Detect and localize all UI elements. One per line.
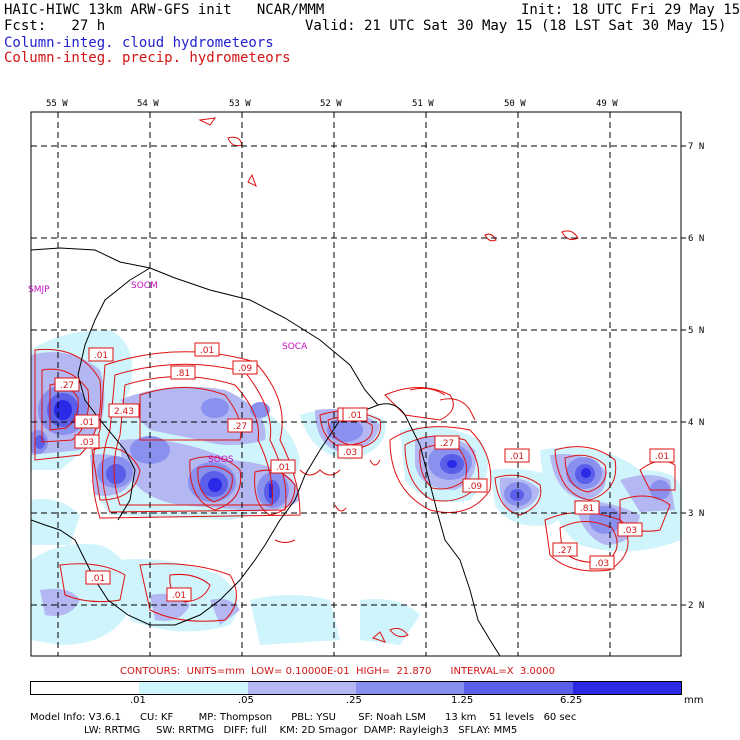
- lat-label: 3 N: [688, 509, 704, 519]
- precip-contours: [34, 117, 676, 643]
- colorbar-bin: [572, 682, 681, 694]
- contour-label-box: [462, 478, 488, 493]
- station-labels: SMJP SOCM SOCA SOOS: [28, 281, 308, 465]
- contour-label: .01: [510, 452, 524, 462]
- contour-label-box: [232, 360, 258, 375]
- colorbar-tick: .05: [238, 695, 254, 706]
- contour-label: .27: [233, 422, 247, 432]
- contour-label-box: [74, 414, 100, 429]
- contour-label-box: [54, 377, 80, 392]
- lon-label: 49 W: [596, 99, 618, 109]
- contour-label: .03: [343, 448, 357, 458]
- lat-label: 7 N: [688, 142, 704, 152]
- station-soca: SOCA: [282, 342, 308, 352]
- contour-label-box: [504, 448, 530, 463]
- lat-label: 2 N: [688, 601, 704, 611]
- model-info-line2: LW: RRTMG SW: RRTMG DIFF: full KM: 2D Sm…: [30, 725, 518, 736]
- map-frame: [30, 111, 682, 657]
- contour-label-box: [85, 570, 111, 585]
- contour-label-box: [194, 342, 220, 357]
- colorbar-tick: .01: [130, 695, 146, 706]
- contour-label-box: [74, 434, 100, 449]
- colorbar-tick: 6.25: [560, 695, 583, 706]
- contour-label: .27: [60, 381, 74, 391]
- colorbar-bin: [355, 682, 465, 694]
- colorbar-tick: 1.25: [451, 695, 474, 706]
- contour-label: .09: [468, 482, 483, 492]
- station-socm: SOCM: [131, 281, 158, 291]
- shading-layer: [31, 330, 681, 645]
- contour-label: .01: [200, 346, 214, 356]
- lat-label: 4 N: [688, 418, 704, 428]
- lat-ticks: [681, 145, 686, 606]
- contour-label: .81: [176, 369, 190, 379]
- contour-label: .03: [80, 438, 94, 448]
- station-smjp: SMJP: [28, 285, 50, 295]
- contour-label: .27: [440, 439, 454, 449]
- legend-cloud: Column-integ. cloud hydrometeors: [4, 35, 274, 51]
- lon-label: 50 W: [504, 99, 526, 109]
- contour-label: .01: [655, 452, 669, 462]
- contour-label-box: [434, 435, 460, 450]
- lon-label: 53 W: [229, 99, 251, 109]
- contour-label: .01: [276, 463, 290, 473]
- colorbar-units: mm: [684, 695, 704, 706]
- legend-precip: Column-integ. precip. hydrometeors: [4, 50, 291, 66]
- lat-label: 5 N: [688, 326, 704, 336]
- contour-label-box: [227, 418, 253, 433]
- forecast-hour: Fcst: 27 h: [4, 18, 106, 34]
- lon-label: 51 W: [412, 99, 434, 109]
- contour-label-box: [552, 542, 578, 557]
- station-soos: SOOS: [208, 455, 234, 465]
- contour-label: .09: [238, 364, 253, 374]
- contour-label-box: [170, 365, 196, 380]
- contour-label-box: [337, 444, 363, 459]
- contour-label: .27: [558, 546, 572, 556]
- lon-label: 52 W: [320, 99, 342, 109]
- lon-label: 54 W: [137, 99, 159, 109]
- colorbar-bin: [464, 682, 573, 694]
- contour-label: .01: [80, 418, 94, 428]
- colorbar: [30, 681, 682, 695]
- lon-label: 55 W: [46, 99, 68, 109]
- colorbar-bin: [31, 682, 140, 694]
- coastline: [31, 247, 501, 656]
- colorbar-tick: .25: [346, 695, 362, 706]
- contour-label: .03: [595, 559, 609, 569]
- contour-label: .01: [91, 574, 105, 584]
- contour-label-box: [649, 448, 675, 463]
- contour-label-box: [270, 459, 296, 474]
- contour-label: .03: [623, 526, 637, 536]
- contour-label-box: [574, 500, 600, 515]
- contour-label-box: [617, 522, 643, 537]
- colorbar-bin: [247, 682, 356, 694]
- longitude-labels: 55 W 54 W 53 W 52 W 51 W 50 W 49 W: [46, 99, 618, 109]
- contour-label-box: [108, 403, 140, 418]
- contour-info: CONTOURS: UNITS=mm LOW= 0.10000E-01 HIGH…: [120, 666, 555, 677]
- contour-label-box: [589, 555, 615, 570]
- lat-label: 6 N: [688, 234, 704, 244]
- init-time: Init: 18 UTC Fri 29 May 15: [521, 2, 740, 18]
- contour-label-box: [342, 407, 368, 422]
- contour-labels: .01 .01 .81 .09 .27 2.43 .01 .03 .27 .01 .09 .03 .27…: [54, 342, 675, 602]
- model-info-line1: Model Info: V3.6.1 CU: KF MP: Thompson P…: [30, 712, 577, 723]
- contour-label: .01: [348, 411, 362, 421]
- lat-lon-grid: [31, 112, 681, 656]
- contour-label: .01: [94, 351, 108, 361]
- valid-time: Valid: 21 UTC Sat 30 May 15 (18 LST Sat …: [305, 18, 727, 34]
- latitude-labels: 7 N 6 N 5 N 4 N 3 N 2 N: [688, 142, 704, 611]
- contour-label: .01: [172, 591, 186, 601]
- contour-label-box: [88, 347, 114, 362]
- model-title: HAIC-HIWC 13km ARW-GFS init NCAR/MMM: [4, 2, 325, 18]
- contour-label: .81: [580, 504, 594, 514]
- contour-label: 2.43: [114, 407, 134, 417]
- colorbar-bin: [139, 682, 248, 694]
- contour-label-box: [166, 587, 192, 602]
